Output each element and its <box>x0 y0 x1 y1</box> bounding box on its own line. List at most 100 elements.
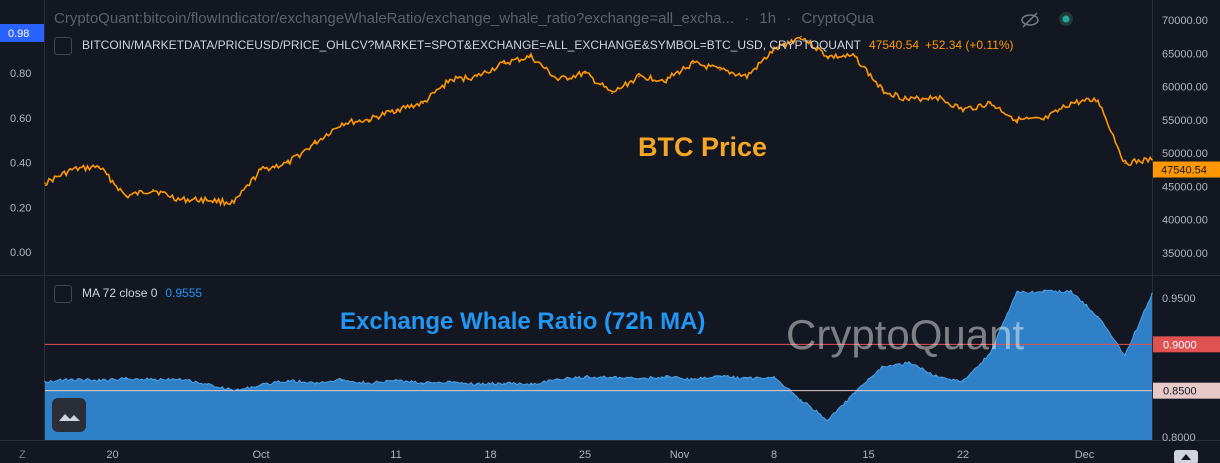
price-point <box>935 95 937 98</box>
right-price-axis[interactable]: 35000.00 40000.00 45000.00 50000.00 55000.00… <box>1153 15 1220 260</box>
whale-point <box>449 380 451 383</box>
whale-point <box>989 352 991 355</box>
price-tick-label: 55000.00 <box>1162 115 1208 127</box>
corner-label[interactable]: Z <box>19 449 26 461</box>
whale-ratio-points <box>44 290 1153 422</box>
price-point <box>1016 119 1018 121</box>
cryptoquant-watermark: CryptoQuant <box>786 311 1024 358</box>
title-icons <box>1020 10 1080 35</box>
legend-toggle-box[interactable] <box>54 37 72 55</box>
time-axis[interactable]: 20 Oct 11 18 25 Nov 8 15 22 Dec <box>106 449 1094 461</box>
price-point <box>1043 119 1045 121</box>
price-point <box>692 62 694 65</box>
tradingview-logo-button[interactable] <box>52 398 86 432</box>
whale-point <box>206 383 208 385</box>
whale-point <box>233 389 235 392</box>
status-dot-icon[interactable] <box>1059 12 1073 26</box>
price-point <box>287 162 289 164</box>
eye-off-icon[interactable] <box>1021 12 1039 28</box>
whale-point <box>881 366 883 369</box>
interval-label[interactable]: 1h <box>759 10 777 27</box>
level-badge-label: 0.8500 <box>1163 386 1197 398</box>
price-point <box>665 79 667 81</box>
btc-price-plot[interactable] <box>44 36 1153 207</box>
price-point <box>422 102 424 105</box>
price-point <box>98 165 100 168</box>
btc-price-line <box>44 36 1153 207</box>
price-point <box>206 198 208 201</box>
whale-point <box>44 380 46 383</box>
whale-point <box>314 382 316 385</box>
price-point <box>908 99 910 101</box>
price-series-name[interactable]: BITCOIN/MARKETDATA/PRICEUSD/PRICE_OHLCV?… <box>82 38 861 53</box>
price-point <box>989 102 991 105</box>
price-point <box>341 122 343 124</box>
whale-point <box>908 362 910 364</box>
price-tick-label: 35000.00 <box>1162 248 1208 260</box>
price-point <box>125 195 127 198</box>
price-point <box>584 72 586 75</box>
price-tick-label: 45000.00 <box>1162 181 1208 193</box>
whale-point <box>179 377 181 380</box>
axis-settings-button[interactable] <box>1174 450 1198 463</box>
whale-tick-label: 0.8000 <box>1162 432 1196 444</box>
price-point <box>395 109 397 111</box>
whale-point <box>368 382 370 385</box>
whale-point <box>1070 290 1072 293</box>
whale-point <box>71 378 73 381</box>
left-tick-label: 0.60 <box>10 113 31 125</box>
whale-study-name[interactable]: MA 72 close 0 <box>82 286 158 301</box>
whale-point <box>692 378 694 381</box>
whale-point <box>260 384 262 386</box>
price-point <box>1070 102 1072 105</box>
time-tick-label: 8 <box>771 449 777 461</box>
whale-point <box>1151 292 1153 295</box>
price-point <box>827 55 829 58</box>
time-tick-label: Nov <box>670 449 690 461</box>
whale-ratio-plot[interactable] <box>44 289 1153 440</box>
price-point <box>746 75 748 78</box>
price-point <box>233 202 235 204</box>
whale-point <box>800 399 802 401</box>
source-title[interactable]: CryptoQuant:bitcoin/flowIndicator/exchan… <box>54 10 735 27</box>
price-point <box>152 188 154 191</box>
price-tick-label: 60000.00 <box>1162 82 1208 94</box>
price-point <box>503 62 505 65</box>
whale-point <box>341 378 343 381</box>
whale-point <box>827 419 829 422</box>
time-tick-label: Oct <box>252 449 269 461</box>
price-point <box>638 75 640 78</box>
level-badge <box>1153 382 1220 399</box>
price-point <box>314 142 316 144</box>
legend-toggle-box-2[interactable] <box>54 285 72 303</box>
price-point <box>719 69 721 71</box>
whale-point <box>935 375 937 377</box>
gear-icon <box>1181 454 1191 460</box>
source-title-bar: CryptoQuant:bitcoin/flowIndicator/exchan… <box>54 10 1154 27</box>
price-tick-label: 70000.00 <box>1162 15 1208 27</box>
whale-point <box>125 377 127 380</box>
whale-point <box>746 377 748 380</box>
price-point <box>368 119 370 121</box>
whale-current-value: 0.9555 <box>165 286 203 301</box>
whale-point <box>98 379 100 382</box>
mountain-icon <box>59 414 80 421</box>
whale-tick-label: 0.9500 <box>1162 293 1196 305</box>
price-point <box>530 55 532 58</box>
price-point <box>1124 162 1126 164</box>
level-badge <box>1153 336 1220 353</box>
price-point <box>1097 99 1099 101</box>
whale-point <box>1016 291 1018 294</box>
price-point <box>962 109 964 111</box>
whale-legend: MA 72 close 0 0.9555 <box>54 285 202 303</box>
price-point <box>557 79 559 81</box>
level-badge-label: 0.9000 <box>1163 339 1197 351</box>
price-point <box>611 92 613 95</box>
whale-point <box>1043 290 1045 293</box>
source-brand: CryptoQua <box>801 10 874 27</box>
whale-point <box>476 383 478 385</box>
level-lines <box>45 343 1152 392</box>
left-price-axis[interactable]: 0.00 0.20 0.40 0.60 0.80 0.98 <box>0 24 44 259</box>
